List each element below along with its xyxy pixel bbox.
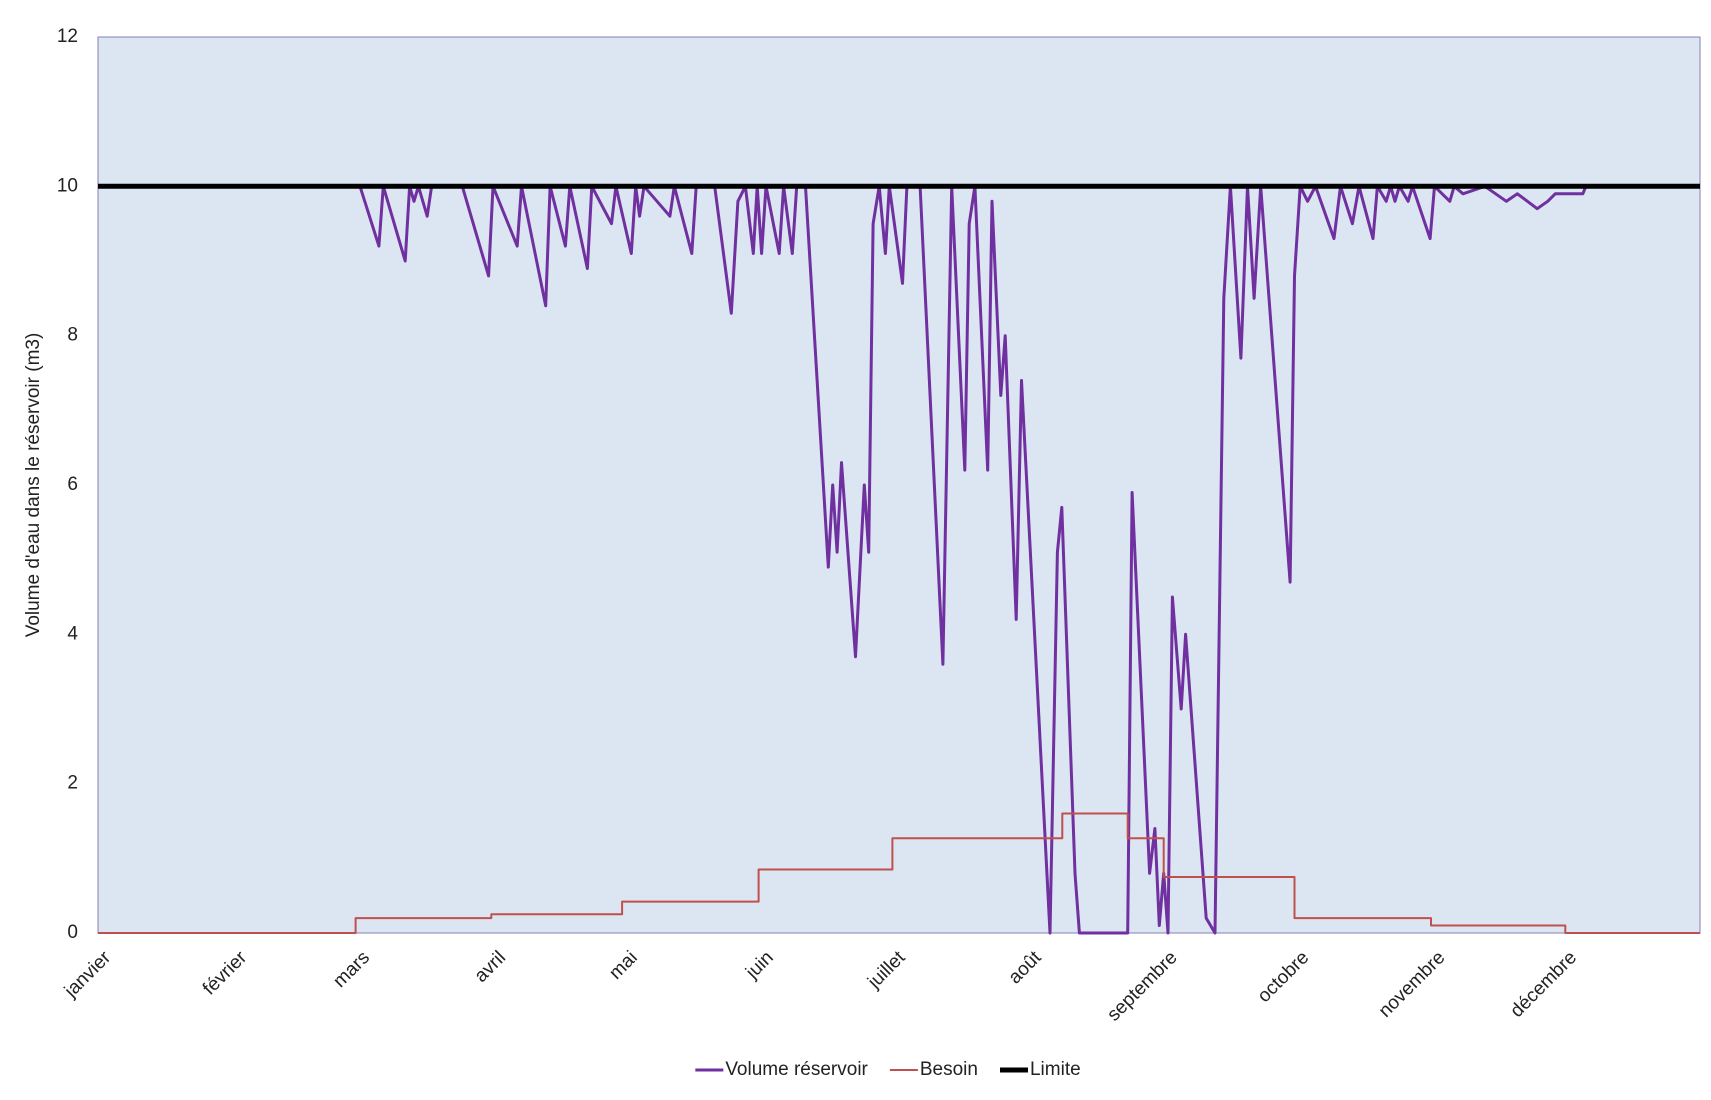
- x-tick-label: janvier: [60, 947, 116, 1003]
- line-series: [98, 812, 1700, 934]
- x-tick-label: juillet: [863, 947, 910, 994]
- y-tick-label: 10: [57, 175, 78, 196]
- y-tick-label: 6: [67, 474, 78, 495]
- x-tick-label: novembre: [1375, 947, 1450, 1022]
- plot-area: [97, 36, 1701, 934]
- x-tick-label: décembre: [1506, 947, 1581, 1022]
- line-series: [98, 184, 1588, 935]
- x-tick-label: septembre: [1103, 947, 1181, 1025]
- x-tick-label: mai: [605, 947, 642, 984]
- legend-label: Volume réservoir: [725, 1059, 868, 1080]
- y-tick-label: 8: [67, 325, 78, 346]
- y-axis-label: Volume d'eau dans le réservoir (m3): [23, 333, 44, 638]
- y-tick-label: 12: [57, 26, 78, 47]
- y-tick-label: 0: [67, 922, 78, 943]
- x-tick-label: mars: [329, 947, 374, 992]
- y-tick-label: 2: [67, 773, 78, 794]
- legend-label: Limite: [1030, 1059, 1081, 1080]
- x-tick-label: avril: [471, 947, 510, 986]
- x-tick-label: février: [199, 947, 252, 1000]
- y-tick-label: 4: [67, 623, 78, 644]
- x-tick-label: octobre: [1254, 947, 1314, 1007]
- x-tick-label: juin: [741, 947, 777, 983]
- legend-label: Besoin: [920, 1059, 978, 1080]
- x-tick-label: août: [1005, 947, 1047, 989]
